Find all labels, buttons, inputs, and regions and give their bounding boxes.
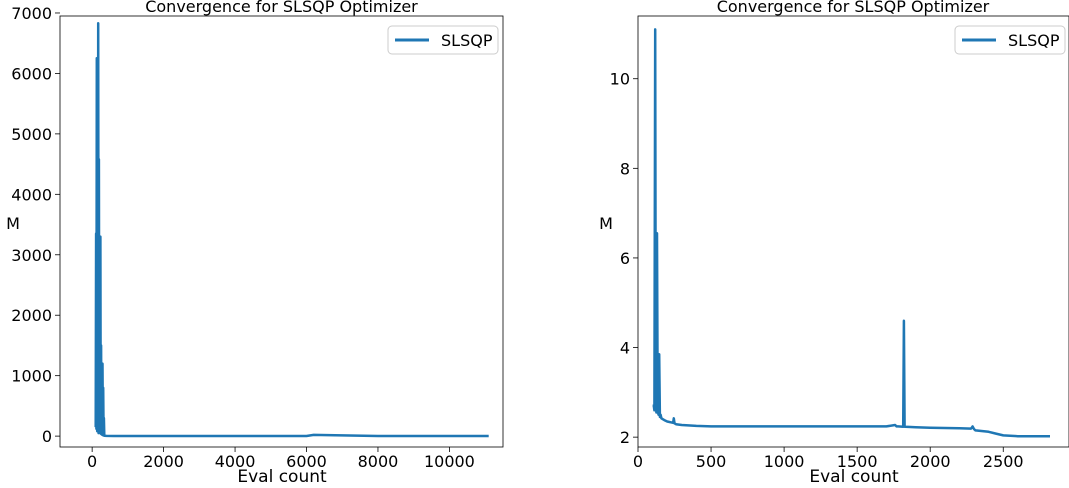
chart-2-series <box>652 28 1050 438</box>
chart-1-y-tick-label: 5000 <box>11 125 52 144</box>
chart-1-x-tick-label: 6000 <box>286 452 327 471</box>
chart-1-y-tick-label: 7000 <box>11 4 52 23</box>
chart-2-y-tick-label: 8 <box>620 159 630 178</box>
chart-1-x-tick-label: 8000 <box>358 452 399 471</box>
chart-2-x-tick-label: 0 <box>633 452 643 471</box>
chart-2-x-tick-label: 1500 <box>837 452 878 471</box>
chart-1-x-tick-label: 0 <box>87 452 97 471</box>
chart-1-y-ticks: 0 1000 2000 3000 4000 5000 6000 7000 <box>11 4 60 446</box>
chart-2-legend: SLSQP <box>954 25 1066 55</box>
chart-1-y-tick-label: 4000 <box>11 185 52 204</box>
chart-2-y-axis-label: M <box>599 214 613 233</box>
chart-2-x-tick-label: 1000 <box>764 452 805 471</box>
chart-2-plot-area <box>637 15 1069 448</box>
chart-1-series-line <box>94 22 489 438</box>
chart-1-title: Convergence for SLSQP Optimizer <box>145 0 418 16</box>
chart-1-y-tick-label: 0 <box>42 427 52 446</box>
chart-2-legend-box <box>954 25 1066 55</box>
chart-2-title: Convergence for SLSQP Optimizer <box>717 0 990 16</box>
chart-2-y-tick-label: 2 <box>620 428 630 447</box>
chart-2: Convergence for SLSQP Optimizer Eval cou… <box>599 0 1069 487</box>
chart-2-x-tick-label: 2000 <box>910 452 951 471</box>
chart-2-x-axis-label: Eval count <box>809 467 899 487</box>
chart-1-legend: SLSQP <box>387 25 499 55</box>
chart-1-y-tick-label: 6000 <box>11 64 52 83</box>
chart-1-y-tick-label: 3000 <box>11 246 52 265</box>
chart-1-y-tick-label: 2000 <box>11 306 52 325</box>
chart-1-x-tick-label: 2000 <box>143 452 184 471</box>
chart-1-series <box>94 22 489 438</box>
chart-1: Convergence for SLSQP Optimizer Eval cou… <box>6 0 504 487</box>
chart-1-y-axis-label: M <box>6 214 20 233</box>
chart-2-series-line <box>652 28 1050 438</box>
chart-1-legend-label: SLSQP <box>441 31 493 50</box>
chart-1-plot-area <box>59 15 504 448</box>
chart-2-x-ticks: 0 500 1000 1500 2000 2500 <box>633 447 1024 471</box>
chart-2-y-tick-label: 4 <box>620 339 630 358</box>
chart-1-legend-box <box>387 25 499 55</box>
chart-1-x-tick-label: 4000 <box>215 452 256 471</box>
chart-2-y-tick-label: 6 <box>620 249 630 268</box>
chart-2-legend-label: SLSQP <box>1008 31 1060 50</box>
chart-1-x-ticks: 0 2000 4000 6000 8000 10000 <box>87 447 475 471</box>
chart-1-x-tick-label: 10000 <box>424 452 475 471</box>
chart-2-y-tick-label: 10 <box>610 70 630 89</box>
chart-1-y-tick-label: 1000 <box>11 367 52 386</box>
chart-1-x-axis-label: Eval count <box>237 467 327 487</box>
chart-2-x-tick-label: 500 <box>696 452 727 471</box>
chart-2-y-ticks: 2 4 6 8 10 <box>610 70 638 447</box>
chart-2-x-tick-label: 2500 <box>983 452 1024 471</box>
